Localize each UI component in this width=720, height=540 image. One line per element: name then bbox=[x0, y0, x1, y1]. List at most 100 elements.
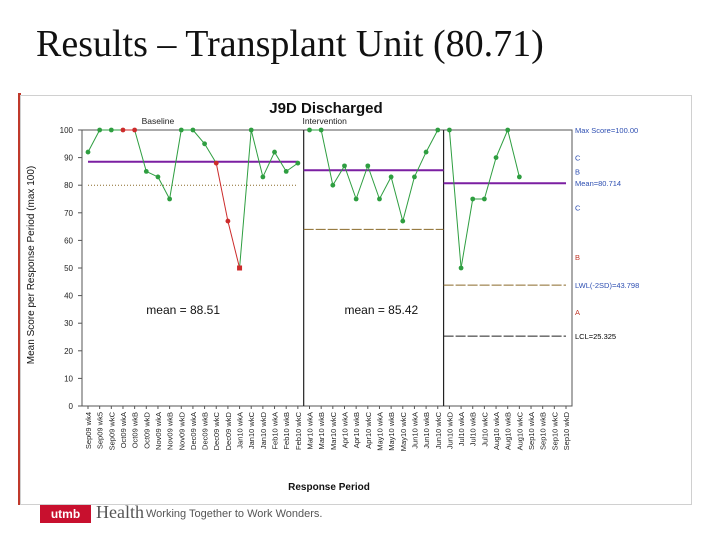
x-tick-label: Mar10 wkB bbox=[317, 412, 326, 450]
data-point bbox=[167, 196, 173, 202]
data-point bbox=[505, 127, 511, 133]
data-point bbox=[458, 265, 464, 271]
x-tick-label: Aug10 wkB bbox=[504, 412, 513, 450]
phase-label: Baseline bbox=[142, 116, 175, 126]
x-tick-label: Nov09 wkA bbox=[154, 412, 163, 450]
accent-bar bbox=[18, 93, 21, 505]
grid-layer: 0 10 20 30 40 50 60 70 80 90 100 Sep09 wk4 Sep09 wk5… bbox=[60, 116, 640, 451]
phase-label: Intervention bbox=[302, 116, 347, 126]
series-line bbox=[355, 165, 369, 200]
series-line bbox=[157, 176, 171, 200]
x-tick-label: Dec09 wkD bbox=[224, 411, 233, 450]
x-tick-label: Oct09 wkA bbox=[119, 412, 128, 448]
x-tick-label: May10 wkB bbox=[387, 412, 396, 451]
x-tick-label: Jan10 wkC bbox=[247, 411, 256, 449]
x-tick-label: Oct09 wkD bbox=[142, 411, 151, 448]
right-label: C bbox=[575, 154, 581, 163]
x-tick-label: Aug10 wkC bbox=[515, 411, 524, 450]
x-tick-label: Sep09 wkC bbox=[107, 411, 116, 450]
x-tick-label: Aug10 wkA bbox=[492, 412, 501, 450]
x-tick-label: Nov09 wkD bbox=[177, 411, 186, 450]
series-line bbox=[262, 151, 275, 178]
data-point bbox=[388, 174, 394, 180]
series-line bbox=[460, 198, 474, 269]
x-tick-label: Sep10 wkC bbox=[550, 411, 559, 450]
series-line bbox=[379, 176, 392, 200]
data-point bbox=[423, 149, 429, 155]
data-point bbox=[283, 169, 289, 174]
data-point bbox=[97, 127, 103, 133]
y-tick-label: 10 bbox=[64, 374, 73, 383]
data-point bbox=[260, 174, 266, 180]
y-tick-label: 80 bbox=[64, 181, 73, 190]
x-tick-label: Jun10 wkB bbox=[422, 412, 431, 449]
slide-title: Results – Transplant Unit (80.71) bbox=[36, 23, 544, 65]
data-point bbox=[481, 196, 487, 202]
data-point bbox=[248, 127, 254, 133]
plot-area bbox=[81, 129, 573, 407]
y-tick-label: 20 bbox=[64, 347, 73, 356]
x-tick-label: Sep09 wk4 bbox=[84, 412, 93, 449]
x-tick-label: Apr10 wkA bbox=[340, 412, 349, 448]
y-tick-label: 100 bbox=[60, 126, 74, 135]
x-tick-label: Sep10 wkB bbox=[539, 412, 548, 450]
x-tick-label: Apr10 wkB bbox=[352, 412, 361, 448]
footer-brand: Health bbox=[96, 502, 144, 522]
data-point bbox=[435, 127, 441, 133]
x-tick-label: Mar10 wkC bbox=[329, 411, 338, 450]
y-tick-label: 60 bbox=[64, 236, 73, 245]
x-tick-label: Feb10 wkB bbox=[282, 412, 291, 450]
right-label: Mean=80.714 bbox=[575, 179, 621, 188]
x-tick-label: Sep09 wk5 bbox=[96, 412, 105, 449]
footer-tagline: Working Together to Work Wonders. bbox=[146, 508, 323, 520]
data-point bbox=[342, 163, 347, 169]
x-tick-label: Dec09 wkC bbox=[212, 411, 221, 450]
x-axis-label: Response Period bbox=[288, 482, 370, 493]
data-point bbox=[132, 127, 138, 133]
x-tick-label: Jun10 wkC bbox=[434, 411, 443, 449]
series-line bbox=[215, 163, 229, 222]
data-point bbox=[202, 141, 207, 147]
data-point bbox=[400, 218, 406, 224]
series-line bbox=[192, 129, 205, 145]
data-point bbox=[353, 196, 359, 202]
x-tick-label: Dec09 wkA bbox=[189, 412, 198, 450]
series-line bbox=[367, 165, 380, 200]
x-tick-label: Jul10 wkB bbox=[469, 412, 478, 446]
mean-annotation: mean = 85.42 bbox=[344, 303, 418, 317]
data-point bbox=[307, 127, 312, 133]
series-line bbox=[344, 165, 357, 200]
series-line bbox=[169, 129, 182, 200]
series-line bbox=[87, 129, 101, 153]
data-point bbox=[365, 163, 371, 169]
series-line bbox=[332, 165, 345, 186]
data-point bbox=[178, 127, 184, 133]
data-point bbox=[120, 127, 126, 133]
mean-annotation: mean = 88.51 bbox=[146, 303, 220, 317]
x-tick-label: Nov09 wkB bbox=[166, 412, 175, 450]
plot-layer: mean = 88.51 mean = 85.42 bbox=[85, 127, 566, 337]
x-tick-label: Apr10 wkC bbox=[364, 411, 373, 448]
x-tick-label: Jul10 wkA bbox=[457, 412, 466, 446]
data-point bbox=[143, 169, 149, 174]
x-tick-label: Jan10 wkD bbox=[259, 411, 268, 449]
x-tick-label: Oct09 wkB bbox=[131, 412, 140, 448]
right-label: Max Score=100.00 bbox=[575, 126, 638, 135]
right-label: B bbox=[575, 253, 580, 262]
data-point bbox=[412, 174, 417, 180]
y-tick-label: 40 bbox=[64, 292, 73, 301]
data-point bbox=[225, 218, 231, 224]
y-tick-label: 0 bbox=[69, 402, 74, 411]
series-line bbox=[495, 129, 509, 158]
series-line bbox=[425, 129, 439, 153]
series-line bbox=[274, 151, 287, 172]
series-line bbox=[134, 129, 147, 172]
control-chart: J9D Discharged Mean Score per Response P… bbox=[26, 100, 640, 493]
x-tick-label: Dec09 wkB bbox=[201, 412, 210, 450]
data-point bbox=[85, 149, 91, 155]
x-tick-label: Jan10 wkA bbox=[236, 412, 245, 449]
series-line bbox=[250, 129, 264, 178]
data-point bbox=[108, 127, 114, 133]
chart-frame bbox=[20, 95, 692, 505]
series-line bbox=[448, 129, 462, 269]
